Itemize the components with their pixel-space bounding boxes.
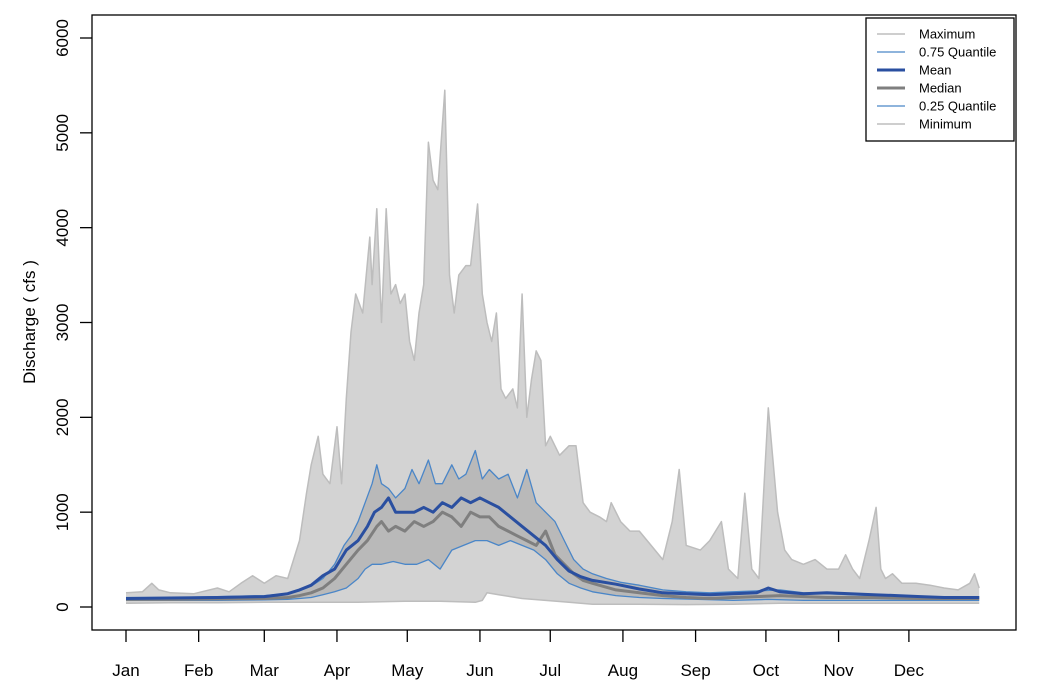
legend-label-median: Median bbox=[919, 81, 962, 96]
x-tick-label: Nov bbox=[823, 661, 854, 680]
y-tick-label: 3000 bbox=[53, 304, 72, 342]
x-tick-label: Mar bbox=[250, 661, 280, 680]
series-line-max bbox=[125, 89, 980, 595]
legend-box bbox=[865, 17, 1015, 142]
y-tick-label: 4000 bbox=[53, 209, 72, 247]
legend-label-q75: 0.75 Quantile bbox=[919, 45, 996, 60]
series-line-mean bbox=[125, 496, 980, 600]
y-tick-label: 1000 bbox=[53, 493, 72, 531]
y-tick-label: 6000 bbox=[53, 19, 72, 57]
legend-label-mean: Mean bbox=[919, 63, 952, 78]
x-tick-label: Dec bbox=[894, 661, 925, 680]
x-tick-label: Jan bbox=[112, 661, 139, 680]
bands-layer bbox=[126, 90, 980, 605]
legend-label-max: Maximum bbox=[919, 27, 975, 42]
lines-layer bbox=[125, 89, 980, 606]
series-line-q75 bbox=[126, 449, 980, 599]
legend: Maximum 0.75 Quantile Mean Median 0.25 Quant… bbox=[865, 17, 1015, 142]
series-line-min bbox=[125, 592, 980, 606]
x-tick-label: Apr bbox=[324, 661, 351, 680]
x-axis: Jan Feb Mar Apr May Jun Jul Aug Sep Oct Nov Dec bbox=[112, 630, 925, 680]
y-axis-label: Discharge ( cfs ) bbox=[20, 260, 39, 384]
x-tick-label: Feb bbox=[184, 661, 213, 680]
y-axis: 0 1000 2000 3000 4000 5000 6000 bbox=[53, 19, 92, 612]
x-tick-label: Oct bbox=[753, 661, 780, 680]
series-line-median bbox=[126, 510, 980, 601]
legend-label-q25: 0.25 Quantile bbox=[919, 99, 996, 114]
legend-label-min: Minimum bbox=[919, 117, 972, 132]
max-min-band bbox=[126, 90, 980, 605]
x-tick-label: Jun bbox=[466, 661, 493, 680]
y-tick-label: 5000 bbox=[53, 114, 72, 152]
y-tick-label: 2000 bbox=[53, 398, 72, 436]
x-tick-label: Sep bbox=[680, 661, 710, 680]
x-tick-label: Jul bbox=[539, 661, 561, 680]
y-tick-label: 0 bbox=[53, 602, 72, 611]
x-tick-label: Aug bbox=[608, 661, 638, 680]
x-tick-label: May bbox=[391, 661, 424, 680]
